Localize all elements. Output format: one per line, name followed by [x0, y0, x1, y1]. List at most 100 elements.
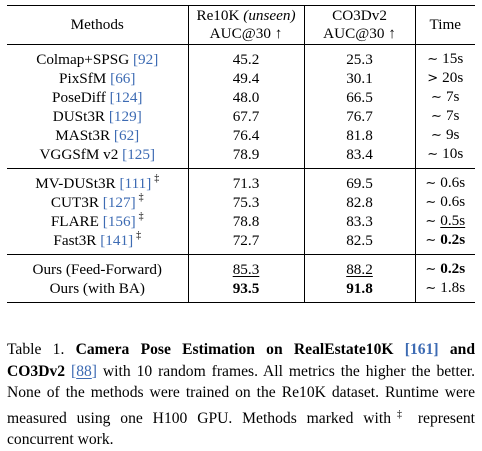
- table-row: CUT3R [127] ‡ 75.3 82.8 ∼ 0.6s: [7, 193, 475, 212]
- method-cell: PoseDiff [124]: [7, 88, 189, 107]
- best-time: 0.2s: [440, 231, 466, 248]
- table-row: VGGSfM v2 [125] 78.9 83.4 ∼ 10s: [7, 145, 475, 169]
- caption-title-a: Camera Pose Estimation on RealEstate10K: [75, 341, 394, 358]
- time-cell: >20s: [427, 69, 464, 86]
- co3d-cell: 81.8: [304, 126, 416, 145]
- re10k-cell: 67.7: [188, 107, 305, 126]
- caption-body: with 10 random frames. All metrics the h…: [7, 362, 475, 427]
- time-cell: ∼ 0.6s: [425, 193, 466, 210]
- header-re10k-metric: AUC@30: [209, 25, 271, 42]
- method-cell: PixSfM [66]: [7, 69, 189, 88]
- co3d-cell: 30.1: [304, 69, 416, 88]
- time-cell: ∼ 15s: [415, 44, 475, 69]
- table-group-concurrent: MV-DUSt3R [111] ‡ 71.3 69.5 ∼ 0.6s CUT3R […: [7, 168, 475, 255]
- re10k-cell: 78.9: [188, 145, 305, 169]
- table-group-ours: Ours (Feed-Forward) 85.3 88.2 ∼ 0.2s Ours…: [7, 254, 475, 303]
- method-cell: Fast3R [141] ‡: [7, 230, 189, 255]
- co3d-cell: 82.5: [304, 231, 416, 255]
- co3d-cell: 88.2: [304, 254, 416, 279]
- method-cell: Colmap+SPSG [92]: [7, 44, 189, 69]
- table-row: PixSfM [66] 49.4 30.1 >20s: [7, 69, 475, 88]
- table-row: MV-DUSt3R [111] ‡ 71.3 69.5 ∼ 0.6s: [7, 168, 475, 193]
- citation-link[interactable]: [92]: [132, 50, 159, 68]
- re10k-cell: 93.5: [188, 279, 305, 303]
- header-co3d-name: CO3Dv2: [332, 7, 387, 24]
- method-cell: FLARE [156] ‡: [7, 212, 189, 231]
- citation-link[interactable]: [66]: [110, 69, 136, 87]
- method-cell: VGGSfM v2 [125]: [7, 145, 189, 169]
- table-caption: Table 1. Camera Pose Estimation on RealE…: [7, 339, 475, 451]
- time-cell: ∼ 0.6s: [415, 168, 475, 193]
- table-row: Fast3R [141] ‡ 72.7 82.5 ∼ 0.2s: [7, 231, 475, 255]
- table-header-row: Methods Re10K (unseen) AUC@30 ↑ CO3Dv2 A…: [7, 5, 475, 45]
- citation-link[interactable]: [111]: [119, 174, 152, 192]
- header-re10k: Re10K (unseen) AUC@30 ↑: [188, 5, 305, 45]
- co3d-cell: 25.3: [304, 44, 416, 69]
- co3d-cell: 82.8: [304, 193, 416, 212]
- co3d-cell: 76.7: [304, 107, 416, 126]
- re10k-cell: 45.2: [188, 44, 305, 69]
- header-co3d: CO3Dv2 AUC@30 ↑: [304, 5, 416, 45]
- table-row: Ours (Feed-Forward) 85.3 88.2 ∼ 0.2s: [7, 254, 475, 279]
- citation-link[interactable]: [127]: [102, 193, 136, 211]
- re10k-cell: 71.3: [188, 168, 305, 193]
- time-cell: ∼ 0.5s: [425, 212, 466, 229]
- re10k-cell: 78.8: [188, 212, 305, 231]
- table-row: DUSt3R [129] 67.7 76.7 ∼ 7s: [7, 107, 475, 126]
- table-row: Colmap+SPSG [92] 45.2 25.3 ∼ 15s: [7, 44, 475, 69]
- best-value: 91.8: [346, 279, 373, 297]
- method-cell: MV-DUSt3R [111] ‡: [7, 168, 189, 193]
- citation-link[interactable]: [62]: [113, 126, 140, 144]
- table-row: MASt3R [62] 76.4 81.8 ∼ 9s: [7, 126, 475, 145]
- method-cell: MASt3R [62]: [7, 126, 189, 145]
- re10k-cell: 72.7: [188, 231, 305, 255]
- second-best-value: 88.2: [346, 260, 373, 278]
- best-time: 0.2s: [440, 260, 466, 277]
- dagger-mark: ‡: [154, 173, 160, 185]
- citation-link[interactable]: [125]: [122, 145, 156, 163]
- time-cell: ∼ 9s: [431, 126, 460, 143]
- results-table-container: Methods Re10K (unseen) AUC@30 ↑ CO3Dv2 A…: [7, 5, 475, 303]
- co3d-cell: 91.8: [304, 279, 416, 303]
- time-cell: ∼ 0.2s: [425, 231, 466, 248]
- method-cell: Ours (with BA): [7, 279, 189, 303]
- header-time: Time: [415, 6, 475, 45]
- citation-link[interactable]: [129]: [108, 107, 142, 125]
- table-row: FLARE [156] ‡ 78.8 83.3 ∼ 0.5s: [7, 212, 475, 231]
- up-arrow-icon: ↑: [274, 25, 283, 42]
- table-group-optimization: Colmap+SPSG [92] 45.2 25.3 ∼ 15s PixSfM […: [7, 44, 475, 169]
- second-best-value: 85.3: [232, 260, 260, 278]
- up-arrow-icon: ↑: [388, 25, 396, 42]
- second-best-time: 0.5s: [440, 212, 466, 229]
- caption-title-b: and CO3Dv2: [7, 341, 475, 380]
- dagger-mark: ‡: [138, 192, 144, 204]
- header-re10k-unseen: (unseen): [243, 7, 296, 24]
- citation-link[interactable]: [124]: [109, 88, 143, 106]
- re10k-cell: 85.3: [188, 254, 305, 279]
- header-methods-text: Methods: [70, 16, 124, 33]
- results-table: Methods Re10K (unseen) AUC@30 ↑ CO3Dv2 A…: [7, 5, 475, 303]
- re10k-cell: 49.4: [188, 69, 305, 88]
- time-cell: ∼ 1.8s: [415, 279, 475, 303]
- citation-link[interactable]: [156]: [102, 212, 136, 230]
- method-cell: Ours (Feed-Forward): [7, 254, 189, 279]
- co3d-cell: 66.5: [304, 88, 416, 107]
- citation-link[interactable]: [88]: [70, 362, 97, 380]
- citation-link[interactable]: [161]: [404, 341, 439, 358]
- header-co3d-metric: AUC@30: [323, 25, 385, 42]
- caption-end: represent concurrent work.: [7, 409, 476, 449]
- co3d-cell: 83.4: [304, 145, 416, 169]
- citation-link[interactable]: [141]: [100, 231, 134, 249]
- re10k-cell: 48.0: [188, 88, 305, 107]
- time-cell: ∼ 0.2s: [415, 254, 475, 279]
- time-cell: ∼ 10s: [427, 145, 464, 162]
- re10k-cell: 75.3: [188, 193, 305, 212]
- dagger-mark: ‡: [391, 408, 408, 420]
- header-methods: Methods: [7, 5, 189, 45]
- header-re10k-name: Re10K: [196, 7, 240, 24]
- dagger-mark: ‡: [136, 230, 142, 242]
- header-time-text: Time: [429, 16, 462, 33]
- method-cell: DUSt3R [129]: [7, 107, 189, 126]
- time-cell: ∼ 7s: [431, 88, 460, 105]
- re10k-cell: 76.4: [188, 126, 305, 145]
